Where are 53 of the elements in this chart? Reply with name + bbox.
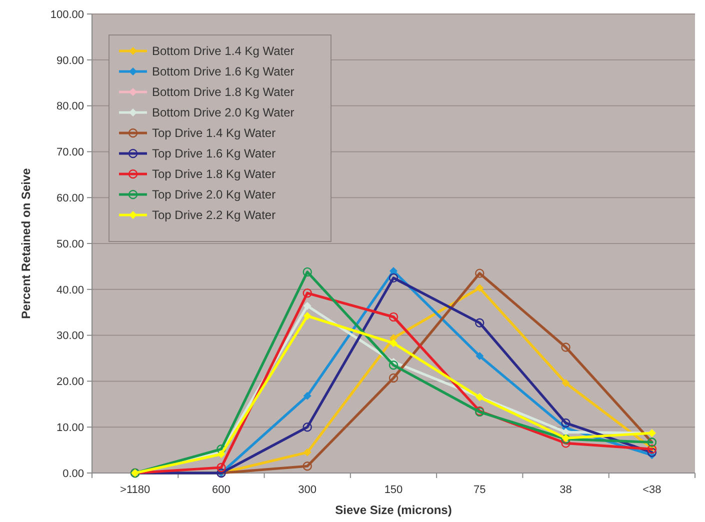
x-tick-label: 150 — [384, 484, 403, 496]
y-tick-label: 30.00 — [56, 330, 84, 342]
point — [475, 268, 484, 278]
point — [388, 273, 398, 283]
legend-label: Top Drive 1.4 Kg Water — [152, 126, 276, 140]
legend-label: Bottom Drive 1.6 Kg Water — [152, 64, 294, 79]
x-axis-title: Sieve Size (microns) — [335, 503, 452, 517]
legend-label: Bottom Drive 1.4 Kg Water — [152, 44, 294, 58]
y-tick-label: 60.00 — [56, 192, 84, 204]
y-tick-label: 0.00 — [62, 468, 84, 480]
point — [390, 339, 398, 348]
point — [476, 284, 484, 292]
y-tick-label: 100.00 — [50, 8, 84, 21]
point — [390, 267, 398, 276]
point — [561, 418, 570, 428]
point — [303, 302, 312, 310]
y-tick-label: 20.00 — [56, 376, 84, 388]
point — [476, 352, 484, 360]
legend-label: Top Drive 2.0 Kg Water — [152, 188, 276, 202]
legend-label: Bottom Drive 2.0 Kg Water — [152, 106, 294, 120]
point — [302, 267, 312, 277]
point — [562, 379, 570, 388]
x-tick-label: 75 — [474, 484, 486, 496]
y-tick-label: 90.00 — [56, 54, 84, 67]
y-tick-label: 50.00 — [56, 238, 84, 250]
point — [303, 448, 312, 456]
point — [303, 312, 312, 320]
y-axis-title: Percent Retained on Seive — [19, 168, 33, 319]
y-tick-label: 40.00 — [56, 284, 84, 296]
point — [302, 422, 312, 432]
point — [303, 392, 312, 400]
y-tick-label: 80.00 — [56, 100, 84, 113]
point — [561, 342, 570, 352]
point — [302, 288, 312, 298]
legend-label: Top Drive 2.2 Kg Water — [152, 208, 276, 222]
point — [475, 318, 484, 328]
point — [388, 312, 398, 322]
point — [302, 462, 312, 471]
y-tick-label: 70.00 — [56, 146, 84, 159]
y-tick-label: 10.00 — [56, 422, 84, 434]
point — [388, 360, 398, 370]
legend-label: Top Drive 1.8 Kg Water — [152, 167, 276, 182]
point — [561, 438, 570, 448]
x-tick-label: >1180 — [120, 484, 150, 496]
legend-label: Bottom Drive 1.8 Kg Water — [152, 85, 294, 100]
x-tick-label: 38 — [560, 484, 572, 496]
point — [388, 373, 398, 383]
point — [216, 462, 226, 472]
x-tick-label: <38 — [642, 484, 662, 496]
legend-label: Top Drive 1.6 Kg Water — [152, 146, 276, 161]
x-tick-label: 300 — [298, 484, 317, 496]
x-tick-label: 600 — [212, 484, 230, 496]
point — [647, 448, 657, 457]
